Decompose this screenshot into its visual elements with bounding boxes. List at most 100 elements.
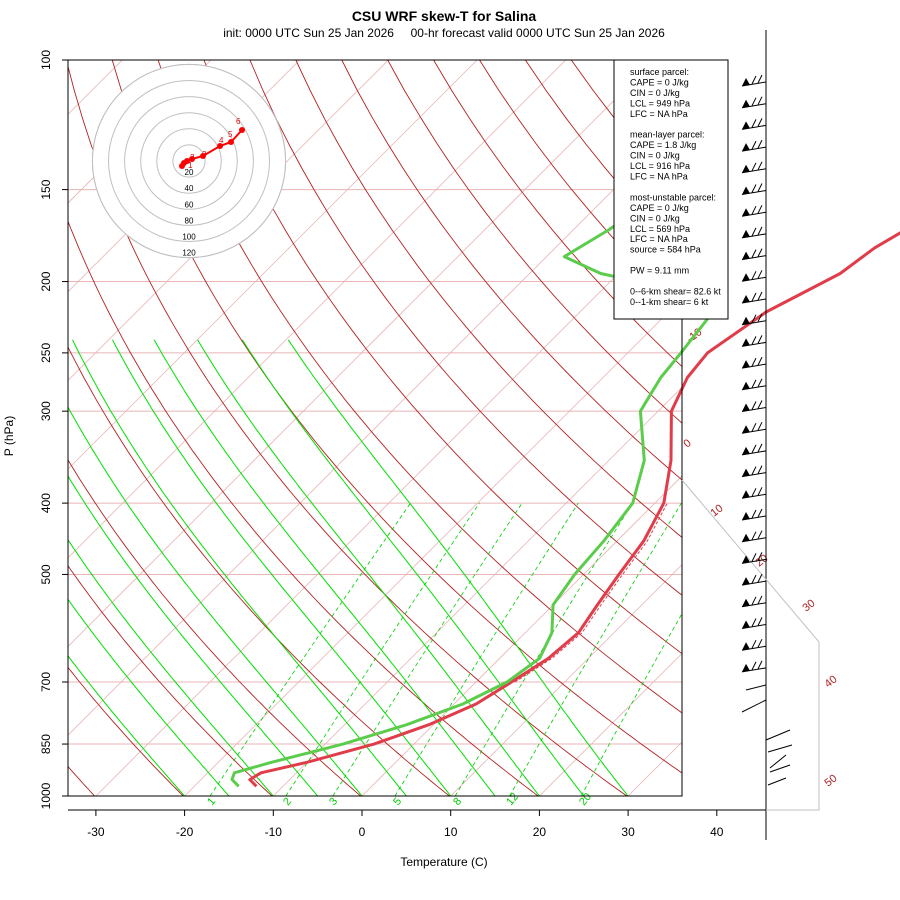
hodograph-point-label: 5 — [228, 130, 233, 139]
hodograph-ring — [172, 144, 206, 178]
barb-flag — [751, 314, 757, 323]
wind-barb — [741, 248, 767, 261]
y-tick-label: 1000 — [39, 782, 53, 809]
mixing-ratio-label: 8 — [451, 796, 464, 808]
x-tick-label: 10 — [444, 825, 458, 839]
barb-flag — [751, 422, 757, 432]
chart-title: CSU WRF skew-T for Salina — [352, 8, 537, 24]
hodograph-point — [184, 158, 190, 164]
y-tick-label: 250 — [39, 343, 53, 363]
wind-barb — [741, 291, 767, 304]
isotherm — [806, 60, 900, 796]
barb-flag — [757, 96, 763, 105]
info-line: LCL = 569 hPa — [630, 224, 690, 234]
barb-flag — [757, 226, 763, 236]
barb-pennant — [742, 99, 750, 108]
hodograph-ring — [108, 80, 270, 242]
barb-pennant — [742, 577, 750, 586]
barb-flag — [751, 75, 757, 85]
dry-adiabat — [111, 60, 682, 774]
barb-flag — [751, 97, 757, 106]
info-line: most-unstable parcel: — [630, 192, 716, 202]
barb-flag — [751, 553, 757, 562]
mixing-ratio-line — [332, 502, 523, 796]
y-tick-label: 400 — [39, 493, 53, 513]
hodograph-point-label: 2 — [190, 153, 195, 162]
hodograph-point-label: 4 — [219, 136, 224, 145]
barb-pennant — [742, 186, 750, 195]
wind-barb-low — [769, 754, 787, 769]
moist-adiabat — [68, 475, 318, 796]
dry-adiabat — [203, 60, 682, 655]
wind-barb — [741, 378, 767, 391]
barb-flag — [751, 401, 757, 410]
dry-adiabat — [68, 64, 628, 796]
wind-barb — [741, 118, 767, 130]
info-line: 0--1-km shear= 6 kt — [630, 297, 709, 307]
barb-flag — [751, 249, 757, 258]
barb-pennant — [742, 598, 750, 607]
moist-adiabat — [68, 538, 274, 796]
info-line: LFC = NA hPa — [630, 234, 688, 244]
barb-pennant — [742, 360, 750, 369]
barb-pennant — [742, 78, 750, 86]
wind-barb — [741, 660, 767, 673]
barb-flag — [757, 356, 763, 366]
info-box-frame — [613, 59, 729, 320]
info-line: LFC = NA hPa — [630, 172, 688, 182]
info-line: source = 584 hPa — [630, 245, 701, 255]
barb-pennant — [742, 273, 750, 282]
barb-pennant — [742, 338, 750, 347]
info-line: CAPE = 0 J/kg — [630, 203, 689, 213]
wind-barb — [741, 443, 767, 456]
barb-flag — [751, 119, 757, 128]
barb-flag — [757, 465, 763, 474]
wind-barb — [741, 183, 767, 195]
barb-pennant — [742, 251, 750, 260]
hodograph-point-label: 1 — [188, 161, 193, 170]
dry-adiabat — [68, 666, 184, 796]
wind-barb — [741, 313, 767, 326]
y-tick-label: 100 — [39, 50, 53, 70]
barb-flag — [757, 183, 763, 192]
dry-adiabat — [68, 565, 273, 796]
mixing-ratio-line — [285, 502, 480, 796]
chart-subtitle: init: 0000 UTC Sun 25 Jan 2026 00-hr for… — [223, 26, 665, 40]
hodograph-ring-label: 100 — [182, 233, 196, 242]
moist-adiabat-lines — [68, 339, 629, 796]
barb-flag — [757, 443, 763, 453]
barb-flag — [751, 271, 757, 280]
info-line: CAPE = 0 J/kg — [630, 77, 689, 87]
barb-flag — [757, 139, 763, 149]
hodograph-point — [217, 143, 223, 149]
info-line: surface parcel: — [630, 67, 689, 77]
barb-flag — [757, 508, 763, 518]
wind-barb — [741, 617, 767, 629]
y-tick-label: 850 — [39, 734, 53, 754]
info-line: LCL = 949 hPa — [630, 98, 690, 108]
dry-adiabat — [157, 60, 682, 714]
isotherm — [68, 60, 567, 559]
barb-flag — [757, 660, 763, 670]
y-tick-label: 700 — [39, 672, 53, 692]
moist-adiabat — [68, 406, 363, 796]
wind-barb — [741, 573, 767, 586]
wind-barb — [741, 161, 767, 174]
dry-adiabat — [295, 60, 682, 538]
wind-barb — [741, 552, 767, 564]
wind-barb-low — [767, 777, 787, 786]
barb-pennant — [742, 143, 750, 152]
barb-pennant — [742, 164, 750, 173]
hodograph-ring — [156, 128, 222, 194]
barb-flag — [757, 74, 763, 84]
info-line: CIN = 0 J/kg — [630, 213, 680, 223]
wind-barb — [741, 204, 767, 217]
barb-pennant — [742, 620, 750, 629]
dry-adiabat-label: 40 — [822, 673, 839, 690]
hodograph-ring-label: 60 — [185, 200, 194, 209]
info-line: CIN = 0 J/kg — [630, 88, 680, 98]
dry-adiabat — [341, 60, 682, 481]
dry-adiabat — [755, 60, 900, 812]
y-tick-label: 200 — [39, 271, 53, 291]
